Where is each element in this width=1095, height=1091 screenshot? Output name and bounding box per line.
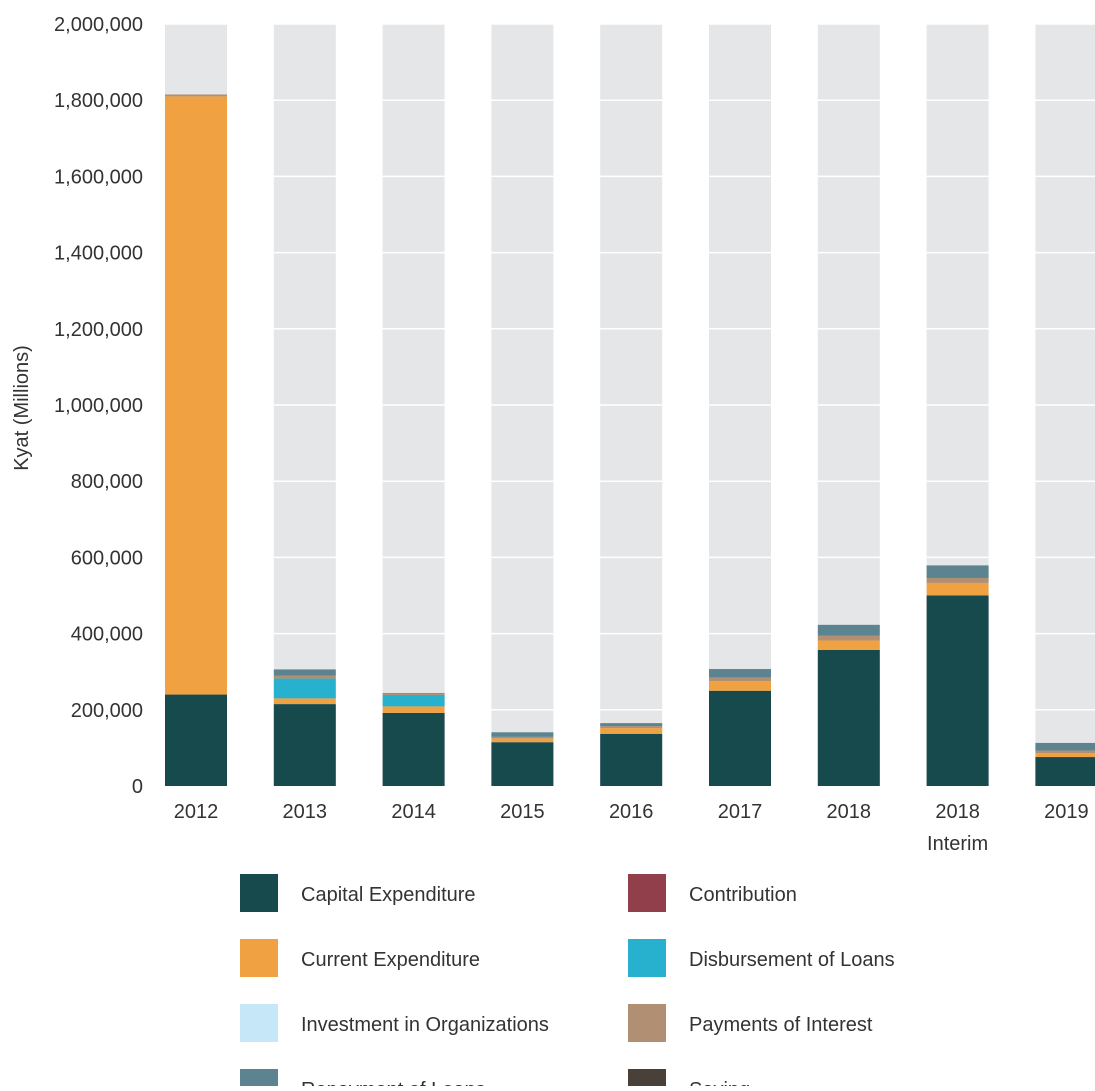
x-tick-label: 2015 <box>500 801 545 823</box>
legend-label: Investment in Organizations <box>301 1014 549 1036</box>
y-tick-label: 1,000,000 <box>54 395 143 417</box>
bar-segment <box>817 624 880 636</box>
legend-swatch <box>628 1004 666 1042</box>
bar-segment <box>926 595 989 786</box>
bar-segment <box>1035 753 1095 758</box>
bar-segment <box>817 635 880 641</box>
bar-segment <box>165 96 227 695</box>
y-tick-label: 0 <box>132 776 143 798</box>
bar-segment <box>382 712 445 786</box>
bar-segment <box>926 577 989 583</box>
legend-label: Current Expenditure <box>301 949 480 971</box>
bar-segment <box>273 678 336 699</box>
y-axis-label: Kyat (Millions) <box>11 345 33 471</box>
bar-segment <box>165 694 227 786</box>
x-tick-label: 2018 <box>935 801 980 823</box>
legend-label: Saving <box>689 1079 750 1086</box>
bar-segment <box>1035 742 1095 751</box>
y-tick-label: 400,000 <box>71 624 143 646</box>
bars <box>165 94 1095 786</box>
y-tick-label: 800,000 <box>71 471 143 493</box>
bar-segment <box>926 565 989 578</box>
bar-segment <box>382 706 445 713</box>
bar-segment <box>382 693 445 695</box>
bar-segment <box>709 681 771 691</box>
bar-segment <box>273 675 336 679</box>
x-tick-label: 2019 <box>1044 801 1089 823</box>
legend-label: Contribution <box>689 884 797 906</box>
legend-label: Repayment of Loans <box>301 1079 486 1086</box>
bar-segment <box>600 733 663 786</box>
legend-swatch <box>240 874 278 912</box>
legend-swatch <box>628 939 666 977</box>
bar-segment <box>491 736 554 739</box>
bar-segment <box>600 728 663 734</box>
bar-segment <box>1035 750 1095 754</box>
y-tick-label: 1,400,000 <box>54 243 143 265</box>
legend-label: Payments of Interest <box>689 1014 873 1036</box>
bar-segment <box>491 732 554 737</box>
y-tick-label: 2,000,000 <box>54 14 143 36</box>
bar-segment <box>817 649 880 786</box>
x-tick-label: 2018 <box>827 801 872 823</box>
x-axis-ticks: 2012 2013 2014 2015 2016 2017 2018 2018 Interim 2… <box>174 801 1089 855</box>
bar-segment <box>926 582 989 596</box>
x-tick-label: 2013 <box>283 801 328 823</box>
legend-swatch <box>628 874 666 912</box>
y-tick-label: 1,200,000 <box>54 319 143 341</box>
legend-label: Disbursement of Loans <box>689 949 895 971</box>
x-tick-label: Interim <box>927 833 988 855</box>
bar-segment <box>1035 757 1095 786</box>
legend-swatch <box>628 1069 666 1091</box>
y-tick-label: 1,800,000 <box>54 90 143 112</box>
legend-swatch <box>240 1069 278 1091</box>
bar-segment <box>382 693 445 694</box>
bar-segment <box>382 694 445 707</box>
x-tick-label: 2012 <box>174 801 219 823</box>
legend-swatch <box>240 939 278 977</box>
legend-label: Capital Expenditure <box>301 884 476 906</box>
y-tick-label: 200,000 <box>71 700 143 722</box>
bar-segment <box>709 690 771 786</box>
legend: Capital Expenditure Contribution Current E… <box>240 874 895 1091</box>
bar-segment <box>709 669 771 678</box>
x-tick-label: 2014 <box>391 801 436 823</box>
bar-segment <box>273 669 336 676</box>
x-tick-label: 2017 <box>718 801 763 823</box>
bar-segment <box>600 723 663 727</box>
bar-segment <box>273 698 336 705</box>
bar-segment <box>600 726 663 729</box>
bar-segment <box>273 704 336 786</box>
x-tick-label: 2016 <box>609 801 654 823</box>
bar-segment <box>817 640 880 650</box>
y-tick-label: 600,000 <box>71 547 143 569</box>
y-axis-ticks: 0 200,000 400,000 600,000 800,000 1,000,000 1,… <box>54 14 143 798</box>
y-tick-label: 1,600,000 <box>54 166 143 188</box>
bar-segment <box>491 738 554 743</box>
bar-segment <box>709 677 771 682</box>
legend-swatch <box>240 1004 278 1042</box>
bar-segment <box>491 742 554 786</box>
bar-segment <box>165 94 227 97</box>
